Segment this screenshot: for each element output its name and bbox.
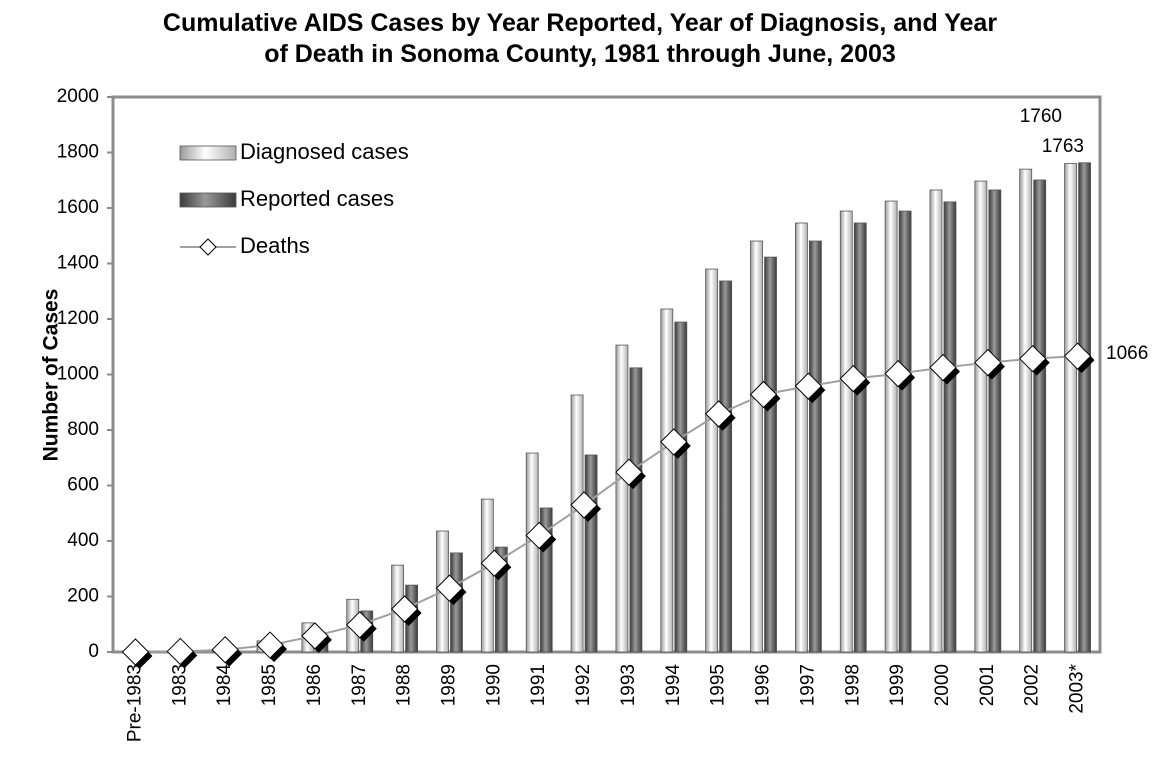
bar	[660, 308, 674, 653]
marker	[346, 611, 374, 639]
bar	[450, 552, 463, 653]
line	[135, 355, 1078, 653]
x-tick-label: 1990	[483, 664, 504, 706]
legend-swatch	[179, 145, 237, 161]
x-tick-label: 2001	[977, 664, 998, 706]
marker	[839, 364, 867, 393]
marker	[435, 574, 464, 602]
marker	[166, 637, 195, 666]
bar	[808, 240, 822, 653]
bar	[943, 201, 957, 653]
bar	[705, 268, 719, 653]
marker	[570, 491, 598, 519]
data-label: 1763	[1042, 136, 1084, 157]
y-tick-label: 1200	[57, 308, 99, 329]
bar	[839, 210, 853, 653]
x-tick-label: 1995	[708, 664, 729, 706]
x-tick-label: 1992	[573, 664, 594, 706]
marker	[525, 521, 553, 550]
marker	[390, 595, 419, 623]
marker	[121, 638, 150, 666]
bar	[480, 498, 494, 653]
y-tick-label: 1000	[57, 364, 99, 385]
x-tick-label: 1984	[214, 664, 235, 707]
legend-marker	[199, 238, 217, 256]
bar	[929, 189, 943, 653]
bar	[584, 454, 598, 653]
marker	[749, 380, 778, 409]
y-tick-label: 1400	[57, 253, 99, 274]
marker	[929, 353, 957, 382]
marker	[884, 359, 912, 388]
x-tick-label: 2003*	[1067, 663, 1088, 713]
marker	[660, 428, 688, 456]
bar	[764, 256, 777, 653]
bar	[794, 222, 808, 653]
y-tick-label: 1600	[57, 197, 99, 218]
x-tick-label: 2000	[932, 664, 953, 706]
x-tick-label: 1988	[394, 664, 415, 706]
marker	[615, 458, 643, 486]
x-tick-label: 1987	[349, 664, 370, 706]
marker	[1018, 344, 1047, 373]
legend-label: Reported cases	[240, 186, 394, 211]
marker	[211, 636, 239, 664]
y-tick-label: 800	[67, 419, 99, 440]
bar	[1033, 179, 1047, 653]
data-label: 1760	[1020, 106, 1062, 127]
bar	[615, 344, 629, 653]
data-label: 1066	[1106, 343, 1148, 364]
x-tick-label: 1998	[842, 664, 863, 706]
marker	[704, 400, 733, 428]
x-tick-label: 1994	[663, 664, 684, 707]
y-tick-label: 2000	[57, 86, 99, 107]
bar	[898, 210, 912, 653]
bar	[974, 180, 988, 653]
bar	[884, 200, 898, 653]
marker	[256, 631, 284, 659]
marker	[974, 348, 1002, 377]
x-tick-label: 1991	[528, 664, 549, 706]
x-tick-label: 1997	[797, 664, 818, 706]
bar	[570, 394, 584, 653]
marker	[794, 372, 823, 400]
bar	[1078, 162, 1091, 653]
bar	[988, 189, 1002, 653]
bar	[674, 321, 688, 653]
y-tick-label: 0	[88, 641, 99, 662]
x-tick-label: 1999	[887, 664, 908, 706]
x-tick-label: 1989	[438, 664, 459, 706]
x-tick-label: 1996	[753, 664, 774, 706]
legend-swatch	[179, 192, 237, 208]
chart-title: Cumulative AIDS Cases by Year Reported, …	[162, 9, 998, 68]
bar	[525, 452, 539, 653]
legend-label: Diagnosed cases	[240, 139, 409, 164]
bar	[629, 367, 643, 653]
x-tick-label: 1983	[169, 664, 190, 706]
x-tick-label: 1986	[304, 664, 325, 706]
marker	[1063, 342, 1092, 370]
y-tick-label: 1800	[57, 142, 99, 163]
x-tick-label: Pre-1983	[124, 664, 145, 742]
bar	[853, 222, 867, 653]
y-tick-label: 400	[67, 530, 99, 551]
x-tick-label: 1993	[618, 664, 639, 706]
bar	[750, 240, 763, 653]
x-tick-label: 2002	[1022, 664, 1043, 706]
legend-label: Deaths	[240, 233, 310, 258]
bar	[1019, 168, 1033, 653]
y-tick-label: 600	[67, 475, 99, 496]
bar	[1064, 163, 1077, 653]
y-axis-label: Number of Cases	[40, 289, 63, 462]
x-tick-label: 1985	[259, 664, 280, 706]
marker	[480, 549, 509, 577]
y-tick-label: 200	[67, 586, 99, 607]
bar	[719, 280, 733, 653]
marker	[301, 622, 329, 650]
